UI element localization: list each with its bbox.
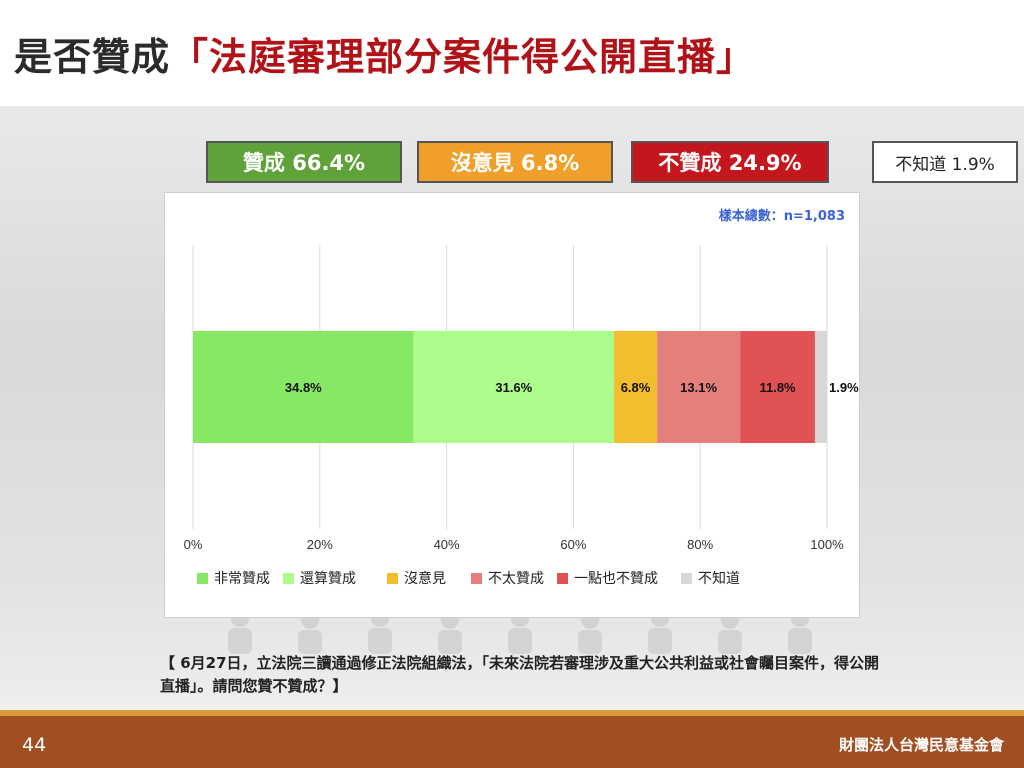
stacked-bar-chart: 0% 20% 40% 60% 80% 100% 34.8% 31.6% 6.8% 13.1% 11.… (184, 245, 859, 587)
summary-disapprove-box: 不贊成 24.9% (631, 141, 829, 183)
bar-segment (740, 331, 815, 443)
legend-label: 一點也不贊成 (574, 571, 658, 587)
x-tick-label: 40% (434, 537, 460, 552)
data-label: 11.8% (759, 380, 796, 395)
bar-segment (613, 331, 658, 443)
legend-swatch (557, 573, 568, 584)
legend-label: 沒意見 (404, 570, 446, 587)
legend-label: 還算贊成 (300, 571, 356, 587)
x-tick-label: 60% (560, 537, 586, 552)
x-tick-label: 20% (307, 537, 333, 552)
footer-bar: 44 財團法人台灣民意基金會 (0, 710, 1024, 768)
legend-swatch (471, 573, 482, 584)
organization-name: 財團法人台灣民意基金會 (838, 736, 1004, 754)
x-tick-label: 80% (687, 537, 713, 552)
bar-segment (657, 331, 741, 443)
title-bar: 是否贊成「法庭審理部分案件得公開直播」 (0, 0, 1024, 106)
page-number: 44 (22, 734, 47, 756)
legend-label: 非常贊成 (214, 571, 270, 587)
legend-swatch (283, 573, 294, 584)
summary-approve-box: 贊成 66.4% (206, 141, 402, 183)
bar-segment (814, 331, 827, 443)
bar-segment (413, 331, 614, 443)
chart-panel: 樣本總數：n=1,083 0% 20% 40% 60% 80% 100% 34.8% 31.6… (164, 192, 860, 618)
sample-size-label: 樣本總數：n=1,083 (718, 209, 845, 224)
survey-question: 【 6月27日，立法院三讀通過修正法院組織法，「未來法院若審理涉及重大公共利益或… (160, 654, 880, 695)
x-tick-label: 0% (184, 537, 203, 552)
data-label: 13.1% (680, 380, 717, 395)
title-prefix: 是否贊成 (14, 35, 171, 79)
legend-swatch (681, 573, 692, 584)
summary-neutral-box: 沒意見 6.8% (417, 141, 613, 183)
legend-label: 不太贊成 (488, 571, 544, 587)
legend-label: 不知道 (698, 570, 740, 587)
data-label: 1.9% (829, 380, 859, 395)
title-highlight: 「法庭審理部分案件得公開直播」 (170, 35, 756, 79)
data-label: 31.6% (495, 380, 532, 395)
data-label: 34.8% (285, 380, 322, 395)
legend-swatch (197, 573, 208, 584)
x-tick-label: 100% (810, 537, 844, 552)
page-title: 是否贊成「法庭審理部分案件得公開直播」 (14, 26, 755, 81)
summary-unknown-box: 不知道 1.9% (872, 141, 1018, 183)
data-label: 6.8% (621, 380, 651, 395)
bar-segment (193, 331, 414, 443)
legend-swatch (387, 573, 398, 584)
